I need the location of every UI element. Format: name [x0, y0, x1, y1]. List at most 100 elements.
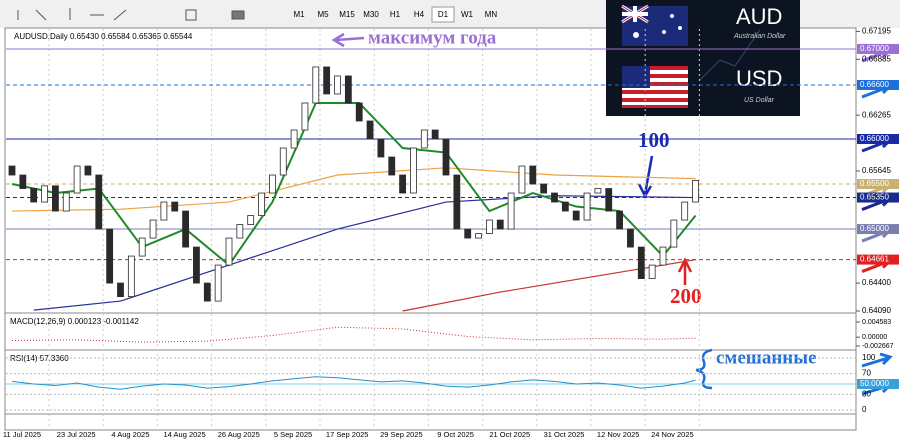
timeframe-button[interactable]: M1 [293, 10, 305, 19]
level-label: 0.65500 [860, 179, 889, 188]
candle [670, 219, 678, 248]
y-tick-label: 0.67195 [862, 27, 891, 36]
timeframe-button[interactable]: MN [485, 10, 498, 19]
y-tick-label: 0.64400 [862, 278, 891, 287]
candle [117, 282, 124, 297]
quote-currency: USD [736, 66, 782, 91]
candle [127, 255, 135, 297]
candle [138, 237, 146, 257]
candle [659, 246, 667, 266]
moving-average [11, 167, 696, 212]
candle [236, 224, 244, 239]
candle [561, 201, 569, 212]
date-label: 23 Jul 2025 [57, 430, 96, 439]
level-label: 0.64661 [860, 255, 889, 264]
candle [344, 75, 352, 104]
rsi-line [11, 376, 696, 390]
candle [95, 174, 103, 230]
macd-label: MACD(12,26,9) 0.000123 -0.001142 [10, 317, 139, 326]
active-timeframe [431, 6, 455, 23]
candle [410, 147, 417, 194]
timeframe-button[interactable]: W1 [461, 10, 474, 19]
candle [475, 233, 482, 239]
candle [247, 215, 255, 225]
timeframe-button[interactable]: H1 [390, 10, 401, 19]
y-tick-label: 0.004583 [862, 319, 891, 326]
candle [19, 174, 27, 189]
candle [583, 192, 591, 221]
candle [334, 75, 341, 95]
timeframe-button[interactable]: M15 [339, 10, 355, 19]
ma200-note: 200 [670, 284, 702, 308]
date-label: 14 Aug 2025 [164, 430, 206, 439]
candle [258, 192, 265, 216]
candle [8, 165, 16, 176]
rsi-label: RSI(14) 57.3360 [10, 354, 69, 363]
timeframe-button[interactable]: M30 [363, 10, 379, 19]
candle [605, 188, 613, 212]
y-tick-label: 100 [862, 353, 876, 362]
base-currency: AUD [736, 4, 782, 29]
candle [225, 237, 233, 266]
candle [420, 129, 428, 149]
level-tag [857, 254, 899, 265]
candle [279, 147, 287, 176]
level-label: 0.66600 [860, 80, 889, 89]
candle [464, 228, 472, 239]
candle [106, 228, 114, 284]
candle [518, 165, 526, 194]
level-label: 0.65350 [860, 193, 889, 202]
base-currency-name: Australian Dollar [733, 33, 786, 40]
level-tag [857, 179, 899, 190]
y-tick-label: 0.64090 [862, 306, 891, 315]
date-label: 17 Sep 2025 [326, 430, 369, 439]
candle [268, 174, 276, 194]
candle [171, 201, 179, 212]
timeframe-button[interactable]: M5 [317, 10, 329, 19]
candle [399, 174, 407, 194]
level-label: 50.0000 [860, 379, 889, 388]
level-tag [857, 43, 899, 54]
candle [616, 210, 623, 230]
timeframe-button[interactable]: H4 [414, 10, 425, 19]
candle [388, 156, 396, 176]
candle [453, 174, 461, 230]
candle [73, 165, 81, 194]
candle [355, 102, 363, 122]
ma100-note: 100 [638, 128, 670, 152]
y-tick-label: 70 [862, 369, 871, 378]
level-tag [857, 192, 899, 203]
candle [182, 210, 190, 248]
candle [431, 129, 439, 140]
candle [496, 219, 504, 230]
candle [41, 185, 48, 203]
candle [30, 188, 38, 203]
candle [366, 120, 374, 140]
candle [193, 246, 200, 284]
level-label: 0.67000 [860, 44, 889, 53]
y-tick-label: 0 [862, 405, 867, 414]
level-tag [857, 79, 899, 90]
candle [507, 192, 515, 230]
timeframe-bar: M1 M5 M15 M30 H1 H4 D1 W1 MN [293, 6, 498, 23]
candle [442, 138, 450, 176]
candle [290, 129, 298, 149]
currency-banner [606, 0, 800, 116]
candle [572, 210, 580, 221]
y-tick-label: 0.66265 [862, 110, 891, 119]
candle [637, 246, 645, 279]
y-tick-label: 30 [862, 390, 871, 399]
candle [160, 201, 168, 221]
candle [62, 192, 70, 212]
candle [485, 219, 493, 234]
candle [648, 264, 656, 279]
drawing-tools[interactable] [17, 8, 245, 21]
candle [540, 183, 548, 194]
chart-header: AUDUSD,Daily 0.65430 0.65584 0.65365 0.6… [14, 32, 193, 41]
date-label: 26 Aug 2025 [218, 430, 260, 439]
timeframe-button[interactable]: D1 [438, 10, 449, 19]
year-high-note: максимум года [368, 27, 497, 48]
level-tag [857, 379, 899, 389]
date-label: 4 Aug 2025 [111, 430, 149, 439]
date-label: 5 Sep 2025 [274, 430, 312, 439]
